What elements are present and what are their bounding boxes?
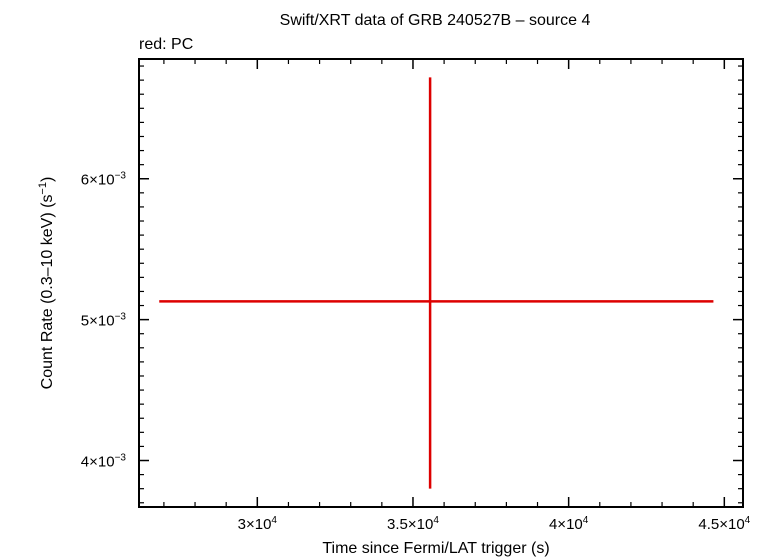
x-tick-label: 3.5×104 <box>387 515 439 533</box>
x-tick-label: 4.5×104 <box>698 515 750 533</box>
plot-frame <box>138 58 744 508</box>
y-tick-label: 5×10−3 <box>81 312 127 330</box>
x-tick-labels: 3×104 3.5×104 4×104 4.5×104 <box>238 515 751 533</box>
chart-title: Swift/XRT data of GRB 240527B – source 4 <box>280 12 591 29</box>
y-axis-label-main: Count Rate (0.3–10 keV) (s <box>39 195 56 390</box>
chart-subtitle: red: PC <box>139 36 193 53</box>
x-axis-label: Time since Fermi/LAT trigger (s) <box>322 540 549 557</box>
y-tick-labels: 4×10−3 5×10−3 6×10−3 <box>81 171 127 471</box>
axis-ticks <box>139 59 743 507</box>
y-tick-label: 4×10−3 <box>81 453 127 471</box>
y-axis-label: Count Rate (0.3–10 keV) (s−1) <box>37 177 56 390</box>
data-points <box>159 77 714 489</box>
y-axis-label-sup: −1 <box>37 182 49 195</box>
x-tick-label: 4×104 <box>549 515 589 533</box>
x-tick-label: 3×104 <box>238 515 278 533</box>
y-tick-label: 6×10−3 <box>81 171 127 189</box>
y-axis-label-end: ) <box>39 177 56 182</box>
